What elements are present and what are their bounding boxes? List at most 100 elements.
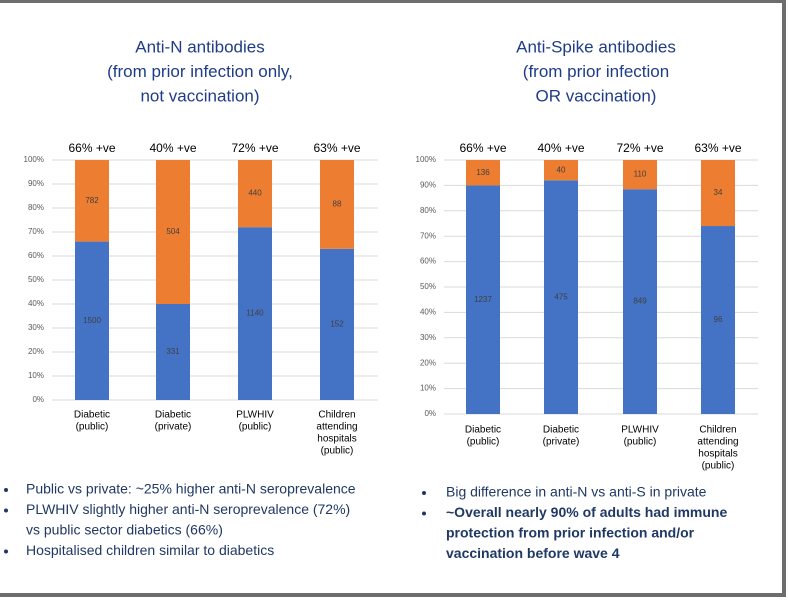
- bar-annotation: 63% +ve: [313, 141, 360, 155]
- x-tick-label: (public): [321, 446, 354, 457]
- bar-annotation: 40% +ve: [537, 141, 584, 155]
- chart-title: Anti-Spike antibodies: [516, 37, 676, 56]
- segment-count: 152: [330, 320, 344, 329]
- x-tick-label: (public): [467, 437, 500, 448]
- y-tick-label: 40%: [420, 308, 436, 317]
- bar-annotation: 40% +ve: [149, 141, 196, 155]
- bullet: [422, 511, 426, 516]
- x-tick-label: Diabetic: [74, 410, 110, 421]
- bar-segment: [156, 304, 190, 400]
- x-tick-label: Diabetic: [465, 425, 501, 436]
- chart-title: (from prior infection: [523, 62, 669, 81]
- segment-count: 34: [714, 188, 723, 197]
- x-tick-label: Children: [318, 410, 355, 421]
- y-tick-label: 100%: [24, 155, 44, 164]
- bar-segment: [320, 160, 354, 249]
- bar-segment: [238, 227, 272, 400]
- bar-segment: [544, 160, 578, 181]
- x-tick-label: attending: [316, 422, 357, 433]
- segment-count: 110: [634, 170, 647, 179]
- y-tick-label: 0%: [424, 409, 436, 418]
- bar-segment: [701, 160, 735, 227]
- bar-segment: [156, 160, 190, 304]
- x-tick-label: Diabetic: [155, 410, 191, 421]
- y-tick-label: 70%: [420, 231, 436, 240]
- x-tick-label: (public): [239, 422, 272, 433]
- bar-annotation: 63% +ve: [694, 141, 741, 155]
- x-tick-label: (public): [624, 437, 657, 448]
- y-tick-label: 20%: [28, 347, 44, 356]
- chart-title: (from prior infection only,: [107, 62, 293, 81]
- x-tick-label: (public): [702, 461, 735, 472]
- note-text: ~Overall nearly 90% of adults had immune: [446, 504, 727, 520]
- x-tick-label: (private): [543, 437, 580, 448]
- bar-annotation: 66% +ve: [459, 141, 506, 155]
- chart-title: not vaccination): [140, 86, 259, 105]
- note-text: Public vs private: ~25% higher anti-N se…: [26, 481, 356, 497]
- note-text: protection from prior infection and/or: [446, 525, 695, 541]
- bar-segment: [238, 160, 272, 228]
- bullet: [4, 488, 8, 492]
- bar-annotation: 66% +ve: [68, 141, 115, 155]
- bar-segment: [623, 189, 657, 414]
- bar-segment: [320, 248, 354, 400]
- bar-segment: [466, 160, 500, 186]
- x-tick-label: Children: [699, 425, 736, 436]
- segment-count: 40: [557, 165, 566, 174]
- y-tick-label: 70%: [28, 227, 44, 236]
- bar-segment: [75, 241, 109, 400]
- segment-count: 331: [166, 347, 180, 356]
- bar-annotation: 72% +ve: [616, 141, 663, 155]
- x-tick-label: hospitals: [317, 434, 356, 445]
- note-text: Big difference in anti-N vs anti-S in pr…: [446, 484, 707, 500]
- y-tick-label: 50%: [28, 275, 44, 284]
- y-tick-label: 10%: [28, 371, 44, 380]
- segment-count: 782: [85, 196, 99, 205]
- bullet: [422, 491, 426, 495]
- y-tick-label: 20%: [420, 358, 436, 367]
- y-tick-label: 80%: [420, 206, 436, 215]
- x-tick-label: (public): [76, 422, 109, 433]
- segment-count: 1500: [83, 316, 101, 325]
- y-tick-label: 100%: [416, 155, 436, 164]
- x-tick-label: attending: [697, 437, 738, 448]
- y-tick-label: 60%: [28, 251, 44, 260]
- segment-count: 96: [714, 315, 723, 324]
- x-tick-label: hospitals: [698, 449, 737, 460]
- chart-title: Anti-N antibodies: [135, 37, 264, 56]
- segment-count: 1237: [474, 295, 492, 304]
- segment-count: 1140: [246, 309, 264, 318]
- note-text: vs public sector diabetics (66%): [26, 522, 223, 538]
- x-tick-label: Diabetic: [543, 425, 579, 436]
- segment-count: 88: [333, 200, 342, 209]
- y-tick-label: 60%: [420, 257, 436, 266]
- bullet: [4, 549, 8, 554]
- y-tick-label: 80%: [28, 203, 44, 212]
- x-tick-label: (private): [155, 422, 192, 433]
- y-tick-label: 90%: [28, 179, 44, 188]
- y-tick-label: 10%: [420, 384, 436, 393]
- bar-segment: [466, 185, 500, 414]
- segment-count: 136: [476, 168, 490, 177]
- x-tick-label: PLWHIV: [236, 410, 274, 421]
- y-tick-label: 50%: [420, 282, 436, 291]
- y-tick-label: 30%: [28, 323, 44, 332]
- bar-segment: [75, 160, 109, 242]
- bar-segment: [623, 160, 657, 190]
- y-tick-label: 90%: [420, 181, 436, 190]
- y-tick-label: 30%: [420, 333, 436, 342]
- x-tick-label: PLWHIV: [621, 425, 659, 436]
- segment-count: 440: [248, 189, 262, 198]
- chart-title: OR vaccination): [536, 86, 657, 105]
- bar-segment: [544, 180, 578, 414]
- y-tick-label: 0%: [32, 395, 44, 404]
- segment-count: 475: [554, 292, 568, 301]
- note-text: PLWHIV slightly higher anti-N seropreval…: [26, 501, 350, 517]
- bar-segment: [701, 226, 735, 414]
- y-tick-label: 40%: [28, 299, 44, 308]
- bullet: [4, 508, 8, 513]
- note-text: vaccination before wave 4: [446, 545, 620, 561]
- segment-count: 504: [166, 227, 180, 236]
